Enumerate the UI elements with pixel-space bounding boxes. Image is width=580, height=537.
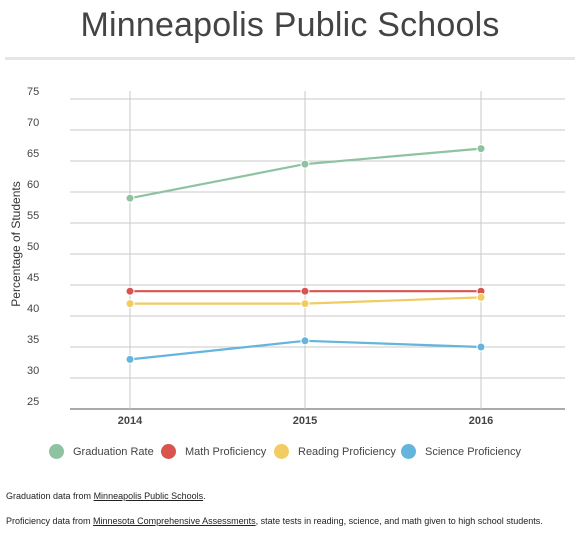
legend-label: Science Proficiency bbox=[425, 445, 521, 458]
y-tick-label: 55 bbox=[27, 210, 39, 222]
data-point bbox=[300, 286, 310, 296]
proficiency-source-note: Proficiency data from Minnesota Comprehe… bbox=[6, 516, 543, 526]
legend-swatch bbox=[49, 444, 64, 459]
data-point bbox=[476, 342, 486, 352]
y-axis-label: Percentage of Students bbox=[9, 181, 23, 306]
note-text: . bbox=[203, 491, 206, 501]
proficiency-source-link[interactable]: Minnesota Comprehensive Assessments bbox=[93, 516, 256, 526]
legend-item-math-proficiency[interactable]: Math Proficiency bbox=[161, 444, 266, 459]
legend-label: Reading Proficiency bbox=[298, 445, 396, 458]
y-tick-label: 65 bbox=[27, 148, 39, 160]
legend-swatch bbox=[401, 444, 416, 459]
page-title: Minneapolis Public Schools bbox=[80, 6, 500, 44]
x-tick-label: 2015 bbox=[293, 415, 317, 427]
note-text: Proficiency data from bbox=[6, 516, 94, 526]
y-tick-label: 30 bbox=[27, 365, 39, 377]
legend-swatch bbox=[161, 444, 176, 459]
data-point bbox=[300, 159, 310, 169]
y-tick-label: 45 bbox=[27, 272, 39, 284]
data-point bbox=[300, 336, 310, 346]
x-tick-label: 2014 bbox=[118, 415, 143, 427]
y-tick-label: 60 bbox=[27, 179, 39, 191]
legend-item-reading-proficiency[interactable]: Reading Proficiency bbox=[274, 444, 396, 459]
title-divider bbox=[5, 57, 575, 60]
legend-item-graduation-rate[interactable]: Graduation Rate bbox=[49, 444, 154, 459]
data-point bbox=[125, 354, 135, 364]
legend-swatch bbox=[274, 444, 289, 459]
y-tick-label: 50 bbox=[27, 241, 39, 253]
y-tick-label: 75 bbox=[27, 86, 39, 98]
y-tick-label: 25 bbox=[27, 396, 39, 408]
note-text: , state tests in reading, science, and m… bbox=[255, 516, 543, 526]
y-tick-label: 40 bbox=[27, 303, 39, 315]
y-tick-label: 35 bbox=[27, 334, 39, 346]
line-chart: 25 30 35 40 45 50 55 60 65 70 75 2014 2015 2016 Percen… bbox=[9, 86, 565, 427]
data-point bbox=[476, 292, 486, 302]
graduation-source-link[interactable]: Minneapolis Public Schools bbox=[93, 491, 204, 501]
legend-label: Math Proficiency bbox=[185, 445, 267, 458]
data-point bbox=[476, 144, 486, 154]
x-tick-label: 2016 bbox=[469, 415, 493, 427]
graduation-source-note: Graduation data from Minneapolis Public … bbox=[6, 491, 206, 501]
data-point bbox=[125, 299, 135, 309]
data-point bbox=[125, 286, 135, 296]
y-tick-label: 70 bbox=[27, 117, 39, 129]
data-point bbox=[125, 193, 135, 203]
legend-label: Graduation Rate bbox=[73, 445, 154, 458]
legend-item-science-proficiency[interactable]: Science Proficiency bbox=[401, 444, 521, 459]
note-text: Graduation data from bbox=[6, 491, 94, 501]
data-point bbox=[300, 299, 310, 309]
chart-legend: Graduation Rate Math Proficiency Reading… bbox=[0, 444, 580, 464]
